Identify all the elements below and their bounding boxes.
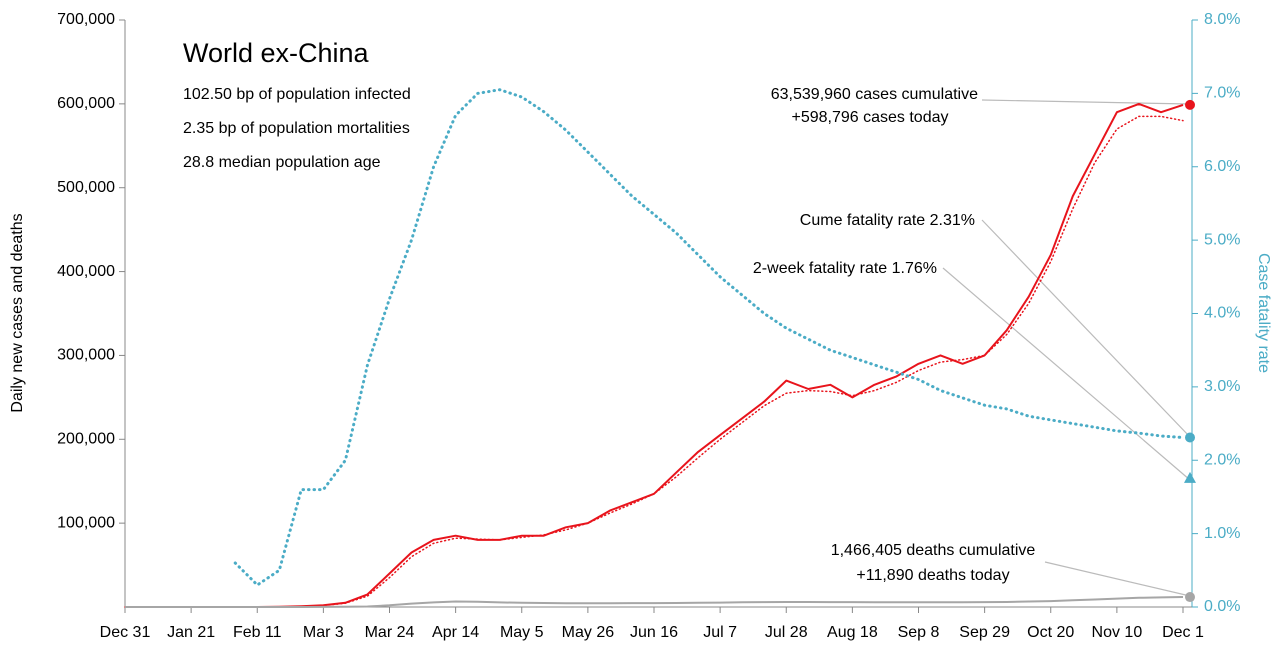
connector [1044,561,1191,597]
y-tick-label: 500,000 [57,179,115,196]
connector [942,267,1191,481]
x-tick-label: Jul 7 [703,624,737,641]
annotation: 63,539,960 cases cumulative [771,86,978,103]
x-tick-label: Jun 16 [630,624,678,641]
x-tick-label: Aug 18 [827,624,878,641]
subtitle-line: 102.50 bp of population infected [183,86,411,103]
y-tick-label: 700,000 [57,11,115,28]
y2-tick-label: 5.0% [1204,231,1240,248]
y2-tick-label: 4.0% [1204,305,1240,322]
x-tick-label: Sep 8 [898,624,940,641]
x-tick-label: Mar 24 [365,624,415,641]
y2-tick-label: 2.0% [1204,451,1240,468]
annotation: +598,796 cases today [791,109,948,126]
x-tick-label: Apr 14 [432,624,479,641]
annotation: Cume fatality rate 2.31% [800,212,975,229]
y-tick-label: 100,000 [57,514,115,531]
series-line [125,596,1184,608]
y2-tick-label: 6.0% [1204,158,1240,175]
annotation-connectors [942,99,1191,597]
subtitle-line: 28.8 median population age [183,154,381,171]
x-tick-label: Sep 29 [959,624,1010,641]
y-tick-label: 600,000 [57,95,115,112]
x-tick-label: Jul 28 [765,624,808,641]
connector [981,99,1191,105]
y2-tick-label: 8.0% [1204,11,1240,28]
y2-tick-label: 1.0% [1204,525,1240,542]
end-marker [1185,432,1195,443]
series-line [124,115,1184,608]
y2-tick-label: 3.0% [1204,378,1240,395]
annotation: 1,466,405 deaths cumulative [831,542,1036,559]
y2-tick-label: 0.0% [1204,598,1240,615]
annotation: 2-week fatality rate 1.76% [753,260,937,277]
x-tick-label: Nov 10 [1092,624,1143,641]
series-line [233,88,1185,587]
annotation-marker [1184,471,1196,483]
x-tick-label: Jan 21 [167,624,215,641]
x-tick-label: Dec 1 [1162,624,1204,641]
y2-tick-label: 7.0% [1204,85,1240,102]
series-line [125,102,1184,608]
connector [981,219,1191,438]
y-tick-label: 200,000 [57,431,115,448]
chart-title: World ex-China [183,38,370,68]
y-tick-label: 400,000 [57,263,115,280]
y-axis-label: Daily new cases and deaths [9,213,26,412]
y2-axis-label: Case fatality rate [1255,253,1272,373]
y-tick-label: 300,000 [57,347,115,364]
annotation: +11,890 deaths today [856,567,1009,584]
x-tick-label: May 26 [562,624,615,641]
x-tick-label: Dec 31 [100,624,151,641]
x-tick-label: Oct 20 [1027,624,1074,641]
x-tick-label: May 5 [500,624,544,641]
x-tick-label: Mar 3 [303,624,344,641]
subtitle-line: 2.35 bp of population mortalities [183,120,410,137]
end-marker [1185,99,1195,110]
x-tick-label: Feb 11 [233,624,282,641]
end-marker [1185,592,1195,603]
